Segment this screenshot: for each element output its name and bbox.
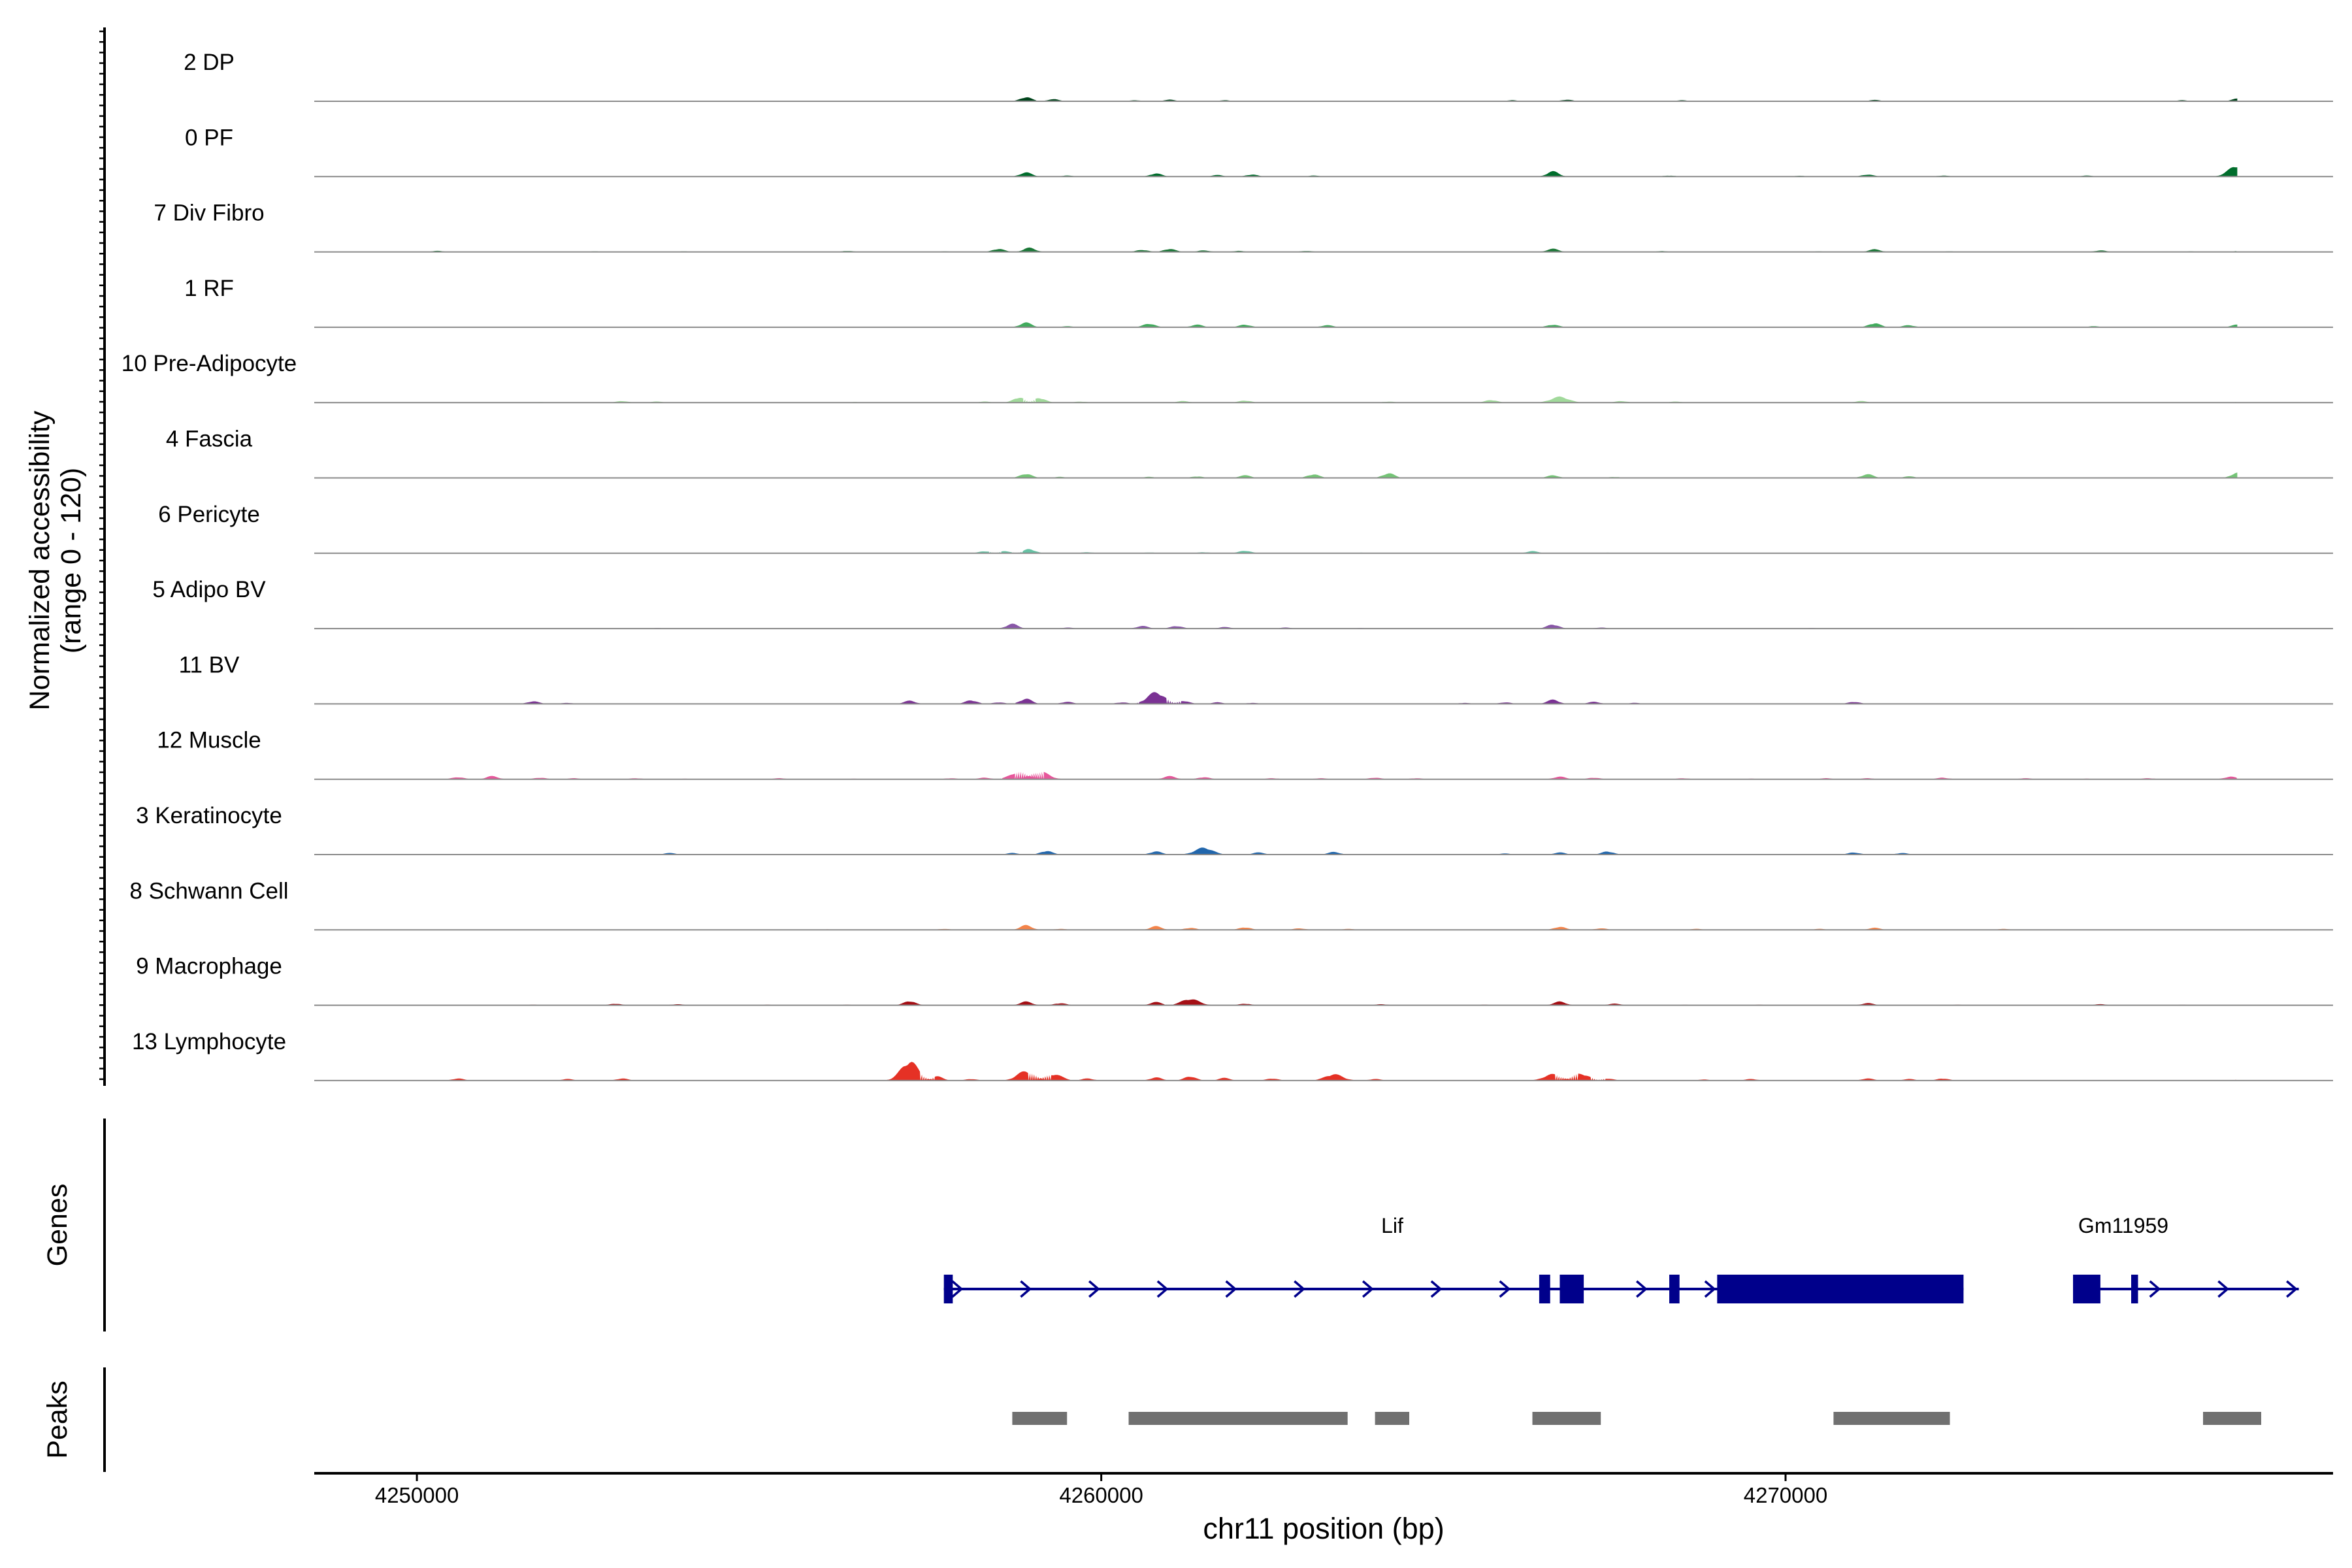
x-tick-label: 4270000 — [1744, 1483, 1827, 1507]
gene-label: Gm11959 — [2078, 1214, 2168, 1237]
peak-region — [1012, 1412, 1068, 1425]
track-label: 9 Macrophage — [136, 954, 282, 979]
x-tick-label: 4250000 — [375, 1483, 459, 1507]
track-12-muscle: 12 Muscle — [157, 728, 2333, 780]
track-5-adipo-bv: 5 Adipo BV — [152, 577, 2333, 630]
track-9-macrophage: 9 Macrophage — [136, 954, 2333, 1006]
peaks-track-label: Peaks — [42, 1380, 73, 1459]
strand-arrow — [2217, 1280, 2230, 1298]
gene-exon — [2073, 1275, 2100, 1303]
strand-arrow — [1635, 1280, 1648, 1298]
strand-arrow — [1362, 1280, 1374, 1298]
gene-label: Lif — [1381, 1214, 1403, 1237]
gene-exon — [1669, 1275, 1680, 1303]
strand-arrow — [1499, 1280, 1511, 1298]
track-label: 10 Pre-Adipocyte — [122, 351, 297, 376]
track-13-lymphocyte: 13 Lymphocyte — [132, 1029, 2333, 1081]
gene-lif: Lif — [943, 1214, 1964, 1303]
track-label: 2 DP — [184, 50, 235, 75]
x-axis: chr11 position (bp) 4250000 4260000 427000… — [314, 1472, 2333, 1545]
y-axis: Normalized accessibility (range 0 - 120) — [24, 27, 106, 1086]
x-axis-label: chr11 position (bp) — [1203, 1512, 1444, 1545]
strand-arrow — [1156, 1280, 1169, 1298]
peak-region — [1128, 1412, 1348, 1425]
gene-exon — [1717, 1275, 1964, 1303]
strand-arrow — [1704, 1280, 1716, 1298]
track-0-pf: 0 PF — [185, 125, 2333, 178]
gene-exon — [1539, 1275, 1550, 1303]
track-2-dp: 2 DP — [184, 50, 2333, 102]
strand-arrow — [951, 1280, 964, 1298]
strand-arrow — [1225, 1280, 1237, 1298]
track-label: 13 Lymphocyte — [132, 1029, 286, 1054]
track-10-pre-adipocyte: 10 Pre-Adipocyte — [122, 351, 2333, 404]
coverage-tracks: 2 DP 0 PF 7 Div Fibro 1 RF 10 Pre-Adipocyte 4… — [122, 50, 2333, 1081]
x-tick-label: 4260000 — [1059, 1483, 1143, 1507]
strand-arrow — [1430, 1280, 1443, 1298]
strand-arrow — [2149, 1280, 2161, 1298]
gene-exon — [1560, 1275, 1584, 1303]
y-axis-range-label: (range 0 - 120) — [56, 468, 87, 653]
track-label: 5 Adipo BV — [152, 577, 266, 602]
strand-arrow — [1020, 1280, 1032, 1298]
track-11-bv: 11 BV — [179, 652, 2333, 705]
track-6-pericyte: 6 Pericyte — [158, 502, 2333, 554]
track-label: 6 Pericyte — [158, 502, 260, 527]
y-axis-label: Normalized accessibility — [24, 410, 56, 710]
peak-region — [1532, 1412, 1601, 1425]
track-label: 4 Fascia — [166, 427, 253, 452]
y-axis-ticks — [99, 30, 105, 1081]
gene-exon — [2131, 1275, 2138, 1303]
track-label: 1 RF — [184, 276, 234, 301]
peak-region — [2203, 1412, 2261, 1425]
strand-arrow — [1088, 1280, 1100, 1298]
strand-arrow — [2286, 1280, 2298, 1298]
track-8-schwann-cell: 8 Schwann Cell — [129, 878, 2333, 931]
peak-region — [1375, 1412, 1409, 1425]
peak-region — [1833, 1412, 1950, 1425]
track-label: 0 PF — [185, 125, 233, 150]
genes-track: Genes Lif Gm11959 — [42, 1119, 2299, 1331]
track-label: 8 Schwann Cell — [129, 878, 288, 904]
track-label: 12 Muscle — [157, 728, 261, 753]
track-1-rf: 1 RF — [184, 276, 2333, 328]
coverage-area — [376, 472, 2238, 478]
track-4-fascia: 4 Fascia — [166, 427, 2333, 479]
track-label: 3 Keratinocyte — [136, 803, 282, 828]
peaks-track: Peaks — [42, 1367, 2261, 1472]
genes-track-label: Genes — [42, 1184, 73, 1267]
track-label: 11 BV — [179, 652, 240, 678]
strand-arrow — [1294, 1280, 1305, 1298]
track-3-keratinocyte: 3 Keratinocyte — [136, 803, 2333, 855]
gene-exon — [943, 1275, 953, 1303]
track-label: 7 Div Fibro — [154, 201, 264, 226]
gene-gm11959: Gm11959 — [2073, 1214, 2299, 1303]
track-7-div-fibro: 7 Div Fibro — [154, 201, 2333, 253]
